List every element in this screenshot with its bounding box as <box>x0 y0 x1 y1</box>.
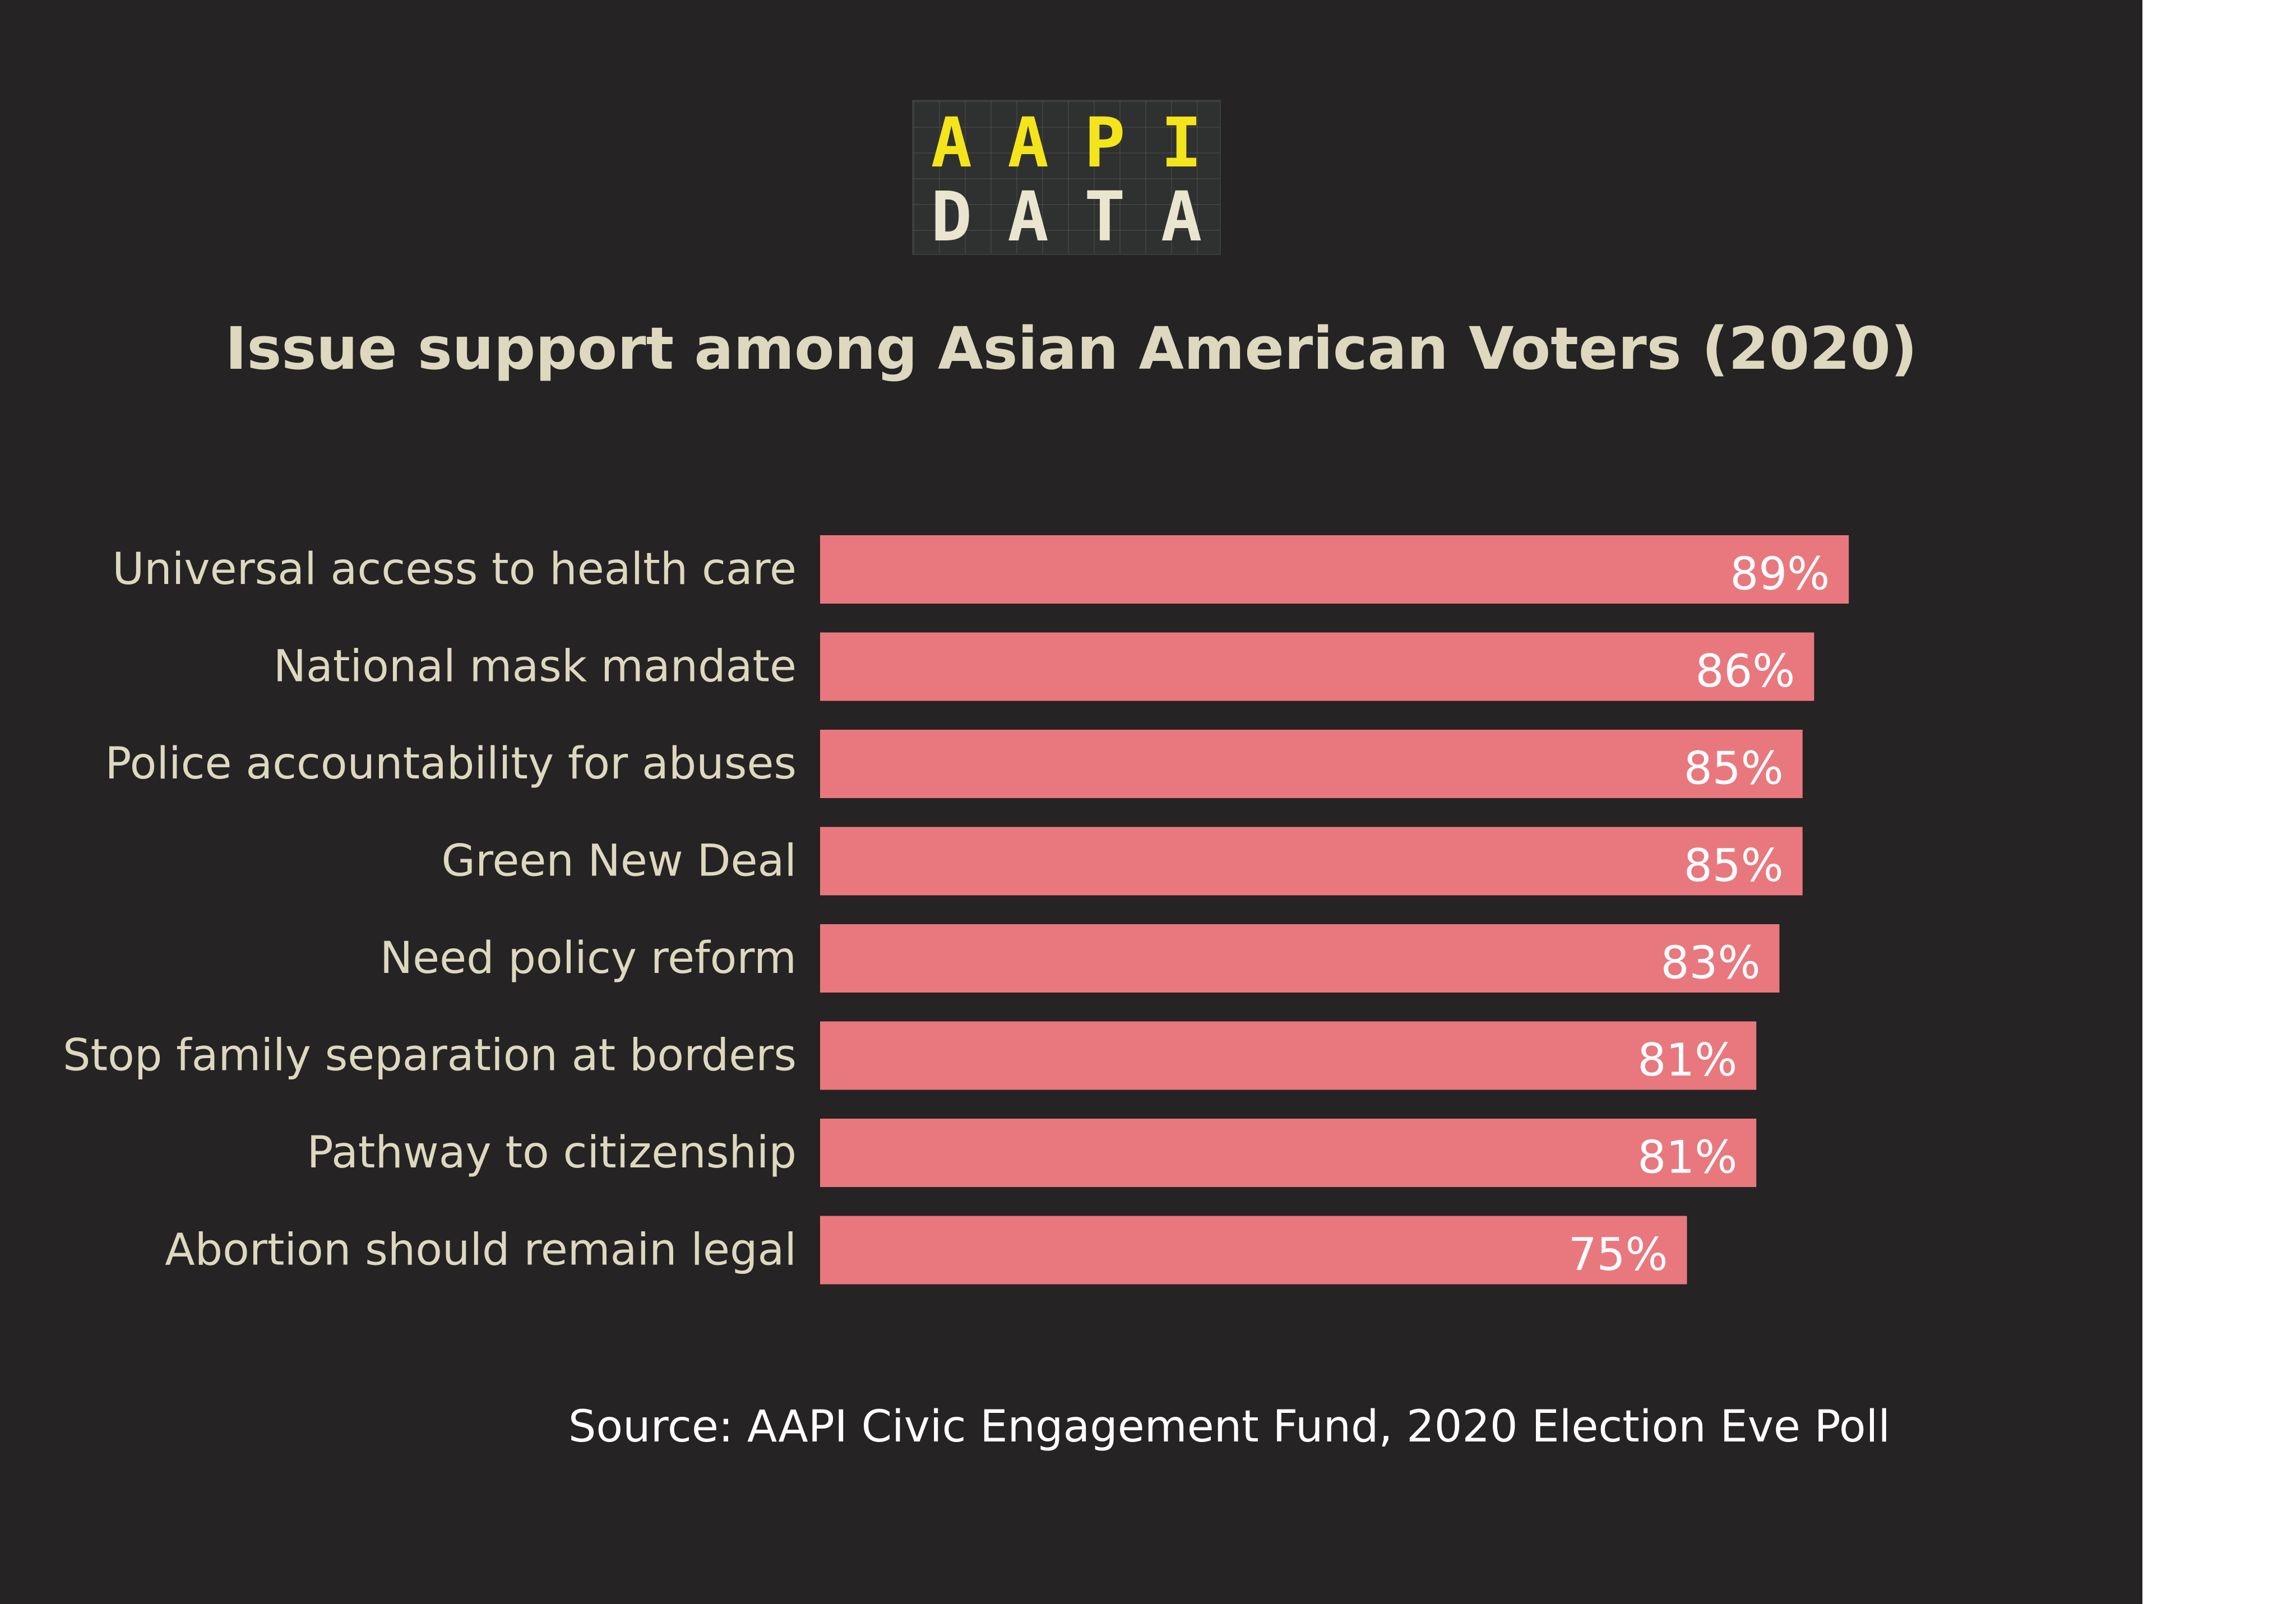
value-label-7: 81% <box>1637 1132 1737 1184</box>
logo-row-bottom: D A T A <box>913 183 1220 251</box>
logo-letter: A <box>931 103 973 183</box>
logo-letter: A <box>1007 177 1049 257</box>
logo-letter: A <box>1007 103 1049 183</box>
category-label-6: Stop family separation at borders <box>63 1031 797 1081</box>
bar-2 <box>820 632 1814 701</box>
bar-8 <box>820 1216 1687 1285</box>
category-label-7: Pathway to citizenship <box>307 1128 797 1178</box>
logo-letter: I <box>1160 103 1202 183</box>
category-label-2: National mask mandate <box>274 642 797 692</box>
category-label-5: Need policy reform <box>380 933 797 984</box>
bar-4 <box>820 827 1803 896</box>
value-label-1: 89% <box>1730 548 1830 600</box>
bar-chart: Universal access to health care 89% Nation… <box>63 535 1849 1285</box>
bar-6 <box>820 1021 1757 1090</box>
logo-letter: T <box>1084 177 1126 257</box>
value-label-5: 83% <box>1661 937 1761 989</box>
logo-letter: D <box>931 177 973 257</box>
value-label-8: 75% <box>1568 1229 1668 1281</box>
value-label-6: 81% <box>1637 1034 1737 1086</box>
bar-3 <box>820 730 1803 798</box>
logo-row-top: A A P I <box>913 109 1220 177</box>
bar-1 <box>820 535 1849 604</box>
logo-letter: A <box>1160 177 1202 257</box>
category-label-8: Abortion should remain legal <box>165 1225 797 1276</box>
category-label-3: Police accountability for abuses <box>105 739 797 789</box>
aapi-data-logo: A A P I D A T A <box>912 100 1221 255</box>
category-label-1: Universal access to health care <box>112 544 797 595</box>
value-label-3: 85% <box>1684 743 1784 795</box>
value-label-4: 85% <box>1684 840 1784 892</box>
logo-letter: P <box>1084 103 1126 183</box>
bar-7 <box>820 1119 1757 1187</box>
category-label-4: Green New Deal <box>442 836 797 887</box>
bar-5 <box>820 924 1780 993</box>
chart-title: Issue support among Asian American Voter… <box>225 314 1918 383</box>
value-label-2: 86% <box>1696 645 1795 697</box>
chart-panel: A A P I D A T A Issue support among Asia… <box>0 0 2142 1604</box>
source-note: Source: AAPI Civic Engagement Fund, 2020… <box>568 1402 1890 1452</box>
